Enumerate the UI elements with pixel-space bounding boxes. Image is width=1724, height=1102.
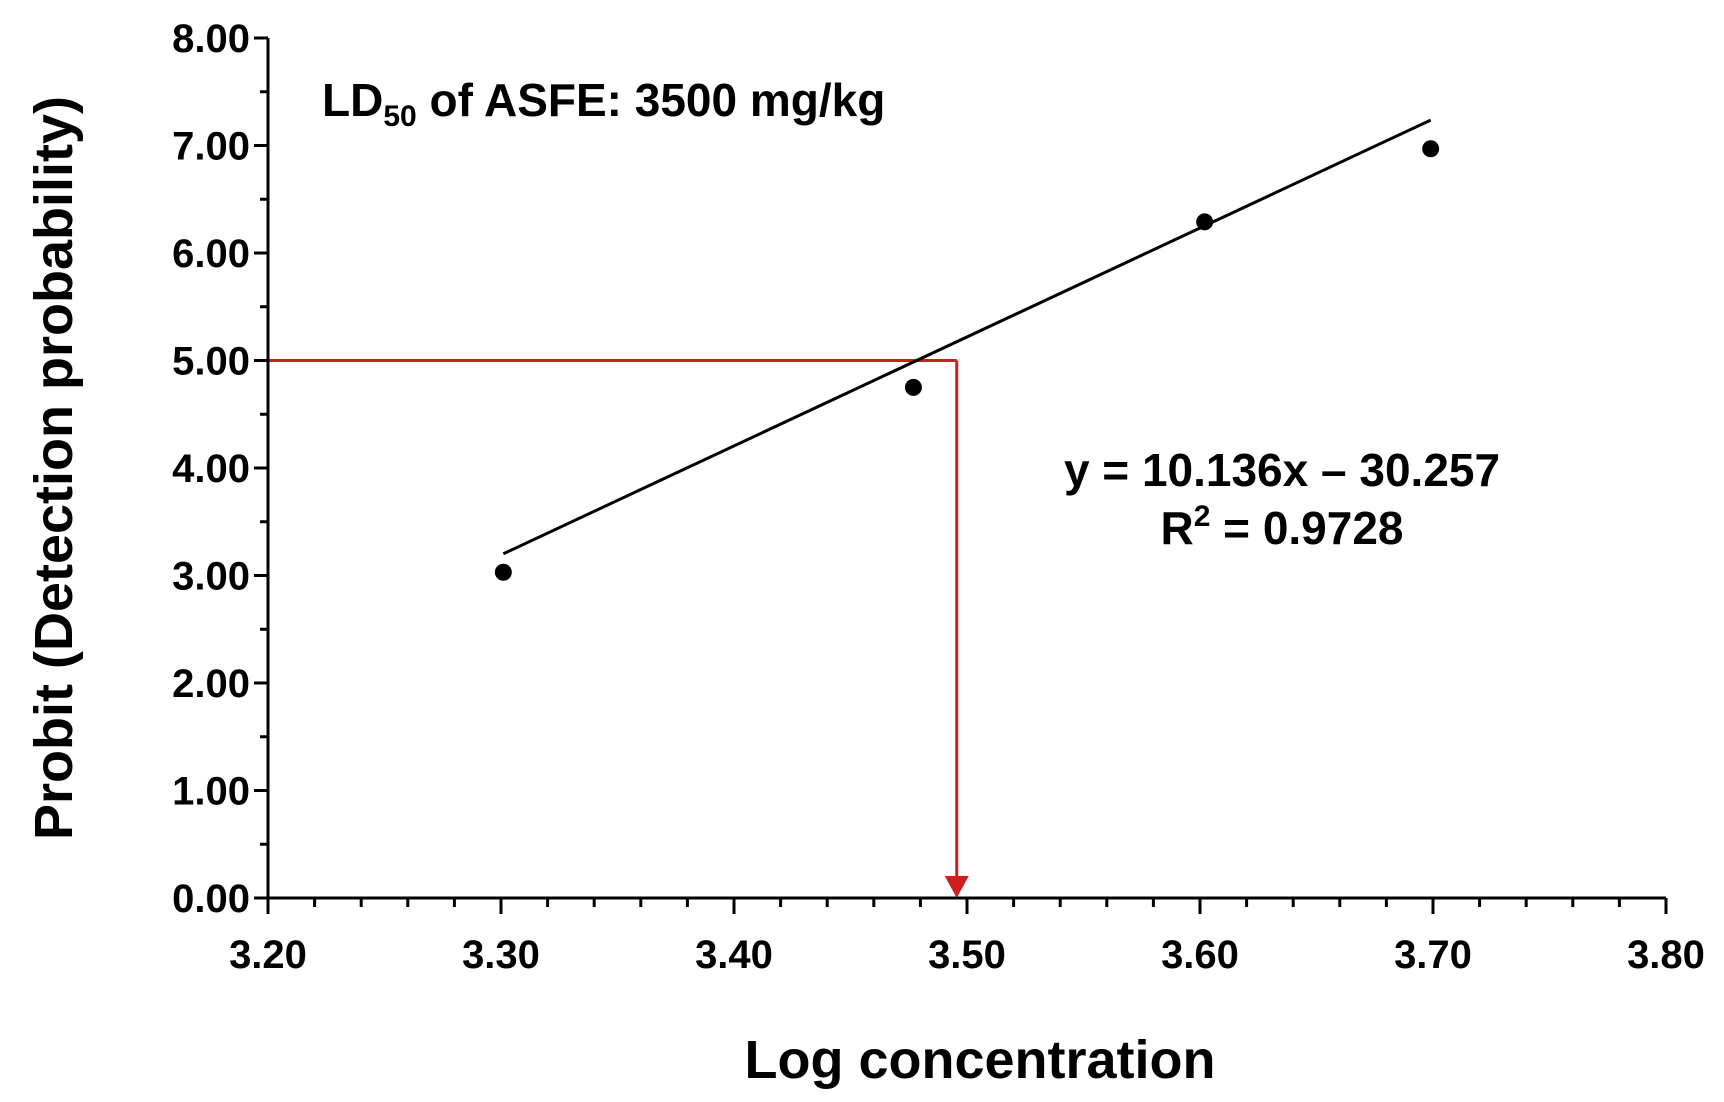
r-squared-label: R2 = 0.9728 (1160, 500, 1403, 554)
y-axis-title: Probit (Detection probability) (24, 96, 84, 840)
data-point (1196, 213, 1214, 231)
ld50-suffix: of ASFE: 3500 mg/kg (417, 74, 886, 126)
y-tick-label: 3.00 (172, 555, 250, 599)
data-point (1422, 140, 1440, 158)
axes (254, 36, 1668, 914)
x-tick-label: 3.40 (695, 933, 773, 977)
x-tick-label: 3.50 (928, 933, 1006, 977)
x-tick-label: 3.80 (1627, 933, 1705, 977)
y-tick-label: 2.00 (172, 662, 250, 706)
y-tick-label: 5.00 (172, 340, 250, 384)
r2-suffix: = 0.9728 (1210, 502, 1403, 554)
x-tick-label: 3.20 (229, 933, 307, 977)
y-tick-label: 4.00 (172, 447, 250, 491)
y-tick-label: 6.00 (172, 232, 250, 276)
reference-arrowhead (944, 876, 969, 898)
r2-prefix: R (1160, 502, 1193, 554)
reference-lines (268, 359, 969, 898)
r2-superscript: 2 (1194, 500, 1211, 533)
data-point (904, 378, 922, 396)
x-tick-label: 3.60 (1161, 933, 1239, 977)
x-tick-label: 3.30 (462, 933, 540, 977)
equation-label: y = 10.136x – 30.257 (1064, 444, 1500, 496)
ld50-prefix: LD (322, 74, 383, 126)
ld50-annotation: LD50 of ASFE: 3500 mg/kg (322, 74, 885, 133)
x-tick-label: 3.70 (1394, 933, 1472, 977)
y-tick-label: 7.00 (172, 125, 250, 169)
ld50-subscript: 50 (383, 100, 416, 133)
data-points (494, 140, 1440, 581)
y-tick-label: 8.00 (172, 17, 250, 61)
tick-labels: 0.00 1.00 2.00 3.00 4.00 5.00 6.00 7.00 8.00 3.20… (172, 17, 1705, 977)
trendline-group (502, 118, 1432, 556)
x-axis-title: Log concentration (745, 1030, 1216, 1090)
y-tick-label: 0.00 (172, 877, 250, 921)
y-tick-label: 1.00 (172, 770, 250, 814)
trendline (502, 118, 1432, 556)
data-point (494, 563, 512, 581)
